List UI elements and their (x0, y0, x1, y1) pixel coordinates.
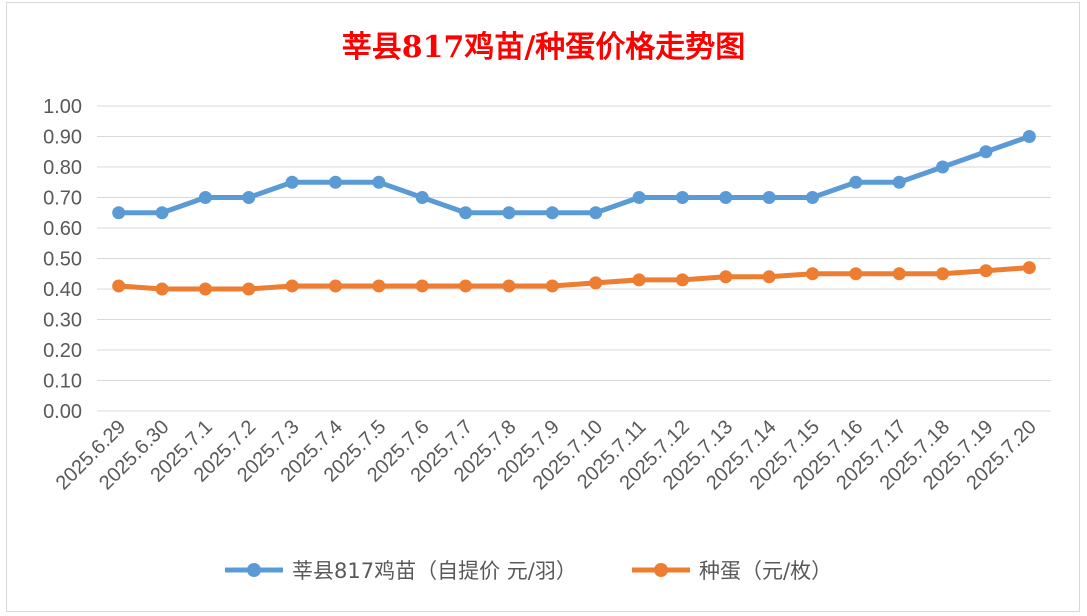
y-tick-label: 0.70 (43, 188, 82, 210)
data-point-series-1 (155, 206, 169, 220)
y-tick-label: 0.20 (43, 340, 82, 362)
data-point-series-2 (806, 267, 819, 281)
y-tick-label: 0.50 (43, 249, 82, 271)
data-point-series-1 (502, 206, 516, 220)
y-tick-label: 0.00 (43, 401, 82, 423)
data-point-series-2 (719, 270, 733, 284)
legend-label-1: 莘县817鸡苗（自提价 元/羽） (292, 559, 577, 583)
data-point-series-1 (112, 206, 126, 220)
data-point-series-1 (632, 191, 646, 204)
data-point-series-2 (415, 279, 429, 293)
data-point-series-2 (329, 279, 342, 293)
data-point-series-2 (892, 267, 906, 281)
series-group (112, 130, 1036, 296)
y-tick-label: 0.40 (43, 279, 82, 301)
y-tick-label: 0.10 (43, 371, 82, 393)
y-tick-label: 0.60 (43, 218, 82, 240)
data-point-series-2 (112, 279, 126, 293)
data-point-series-2 (459, 279, 473, 293)
data-point-series-1 (242, 191, 256, 204)
data-point-series-1 (849, 175, 863, 189)
series-line-2 (116, 265, 1032, 292)
chart-title: 莘县817鸡苗/种蛋价格走势图 (341, 30, 746, 65)
data-point-series-1 (892, 175, 906, 189)
legend-label-2: 种蛋（元/枚） (699, 559, 832, 583)
data-point-series-2 (372, 279, 386, 293)
y-tick-label: 1.00 (43, 96, 82, 118)
data-point-series-2 (849, 267, 863, 281)
data-point-series-1 (285, 175, 299, 189)
data-point-series-1 (329, 175, 342, 189)
data-point-series-1 (806, 191, 819, 204)
data-point-series-1 (589, 206, 603, 220)
data-point-series-1 (545, 206, 559, 220)
data-point-series-2 (155, 282, 169, 296)
data-point-series-2 (502, 279, 516, 293)
data-point-series-1 (198, 191, 212, 204)
y-tick-label: 0.30 (43, 310, 82, 332)
legend-marker-2 (654, 563, 668, 577)
data-point-series-2 (242, 282, 256, 296)
chart-frame (6, 2, 1080, 612)
legend: 莘县817鸡苗（自提价 元/羽） 种蛋（元/枚） (225, 559, 832, 583)
x-axis-ticks: 2025.6.292025.6.302025.7.12025.7.22025.7… (52, 416, 1041, 494)
y-tick-label: 0.80 (43, 157, 82, 179)
data-point-series-2 (936, 267, 950, 281)
data-point-series-1 (762, 191, 776, 204)
data-point-series-1 (1022, 130, 1036, 143)
data-point-series-1 (979, 145, 993, 159)
data-point-series-2 (1022, 261, 1036, 275)
data-point-series-1 (415, 191, 429, 204)
data-point-series-1 (719, 191, 733, 204)
legend-marker-1 (247, 563, 261, 577)
data-point-series-2 (675, 273, 689, 287)
data-point-series-1 (372, 175, 386, 189)
data-point-series-2 (285, 279, 299, 293)
data-point-series-1 (459, 206, 473, 220)
data-point-series-2 (762, 270, 776, 284)
data-point-series-2 (979, 264, 993, 278)
data-point-series-2 (198, 282, 212, 296)
data-point-series-1 (675, 191, 689, 204)
data-point-series-2 (545, 279, 559, 293)
y-axis-ticks: 0.00 0.10 0.20 0.30 0.40 0.50 0.60 0.70 0.80 0.90… (43, 96, 82, 423)
series-line-1 (116, 134, 1032, 216)
data-point-series-2 (589, 276, 603, 290)
data-point-series-2 (632, 273, 646, 287)
y-tick-label: 0.90 (43, 127, 82, 149)
data-point-series-1 (936, 160, 950, 174)
gridlines (97, 105, 1051, 412)
